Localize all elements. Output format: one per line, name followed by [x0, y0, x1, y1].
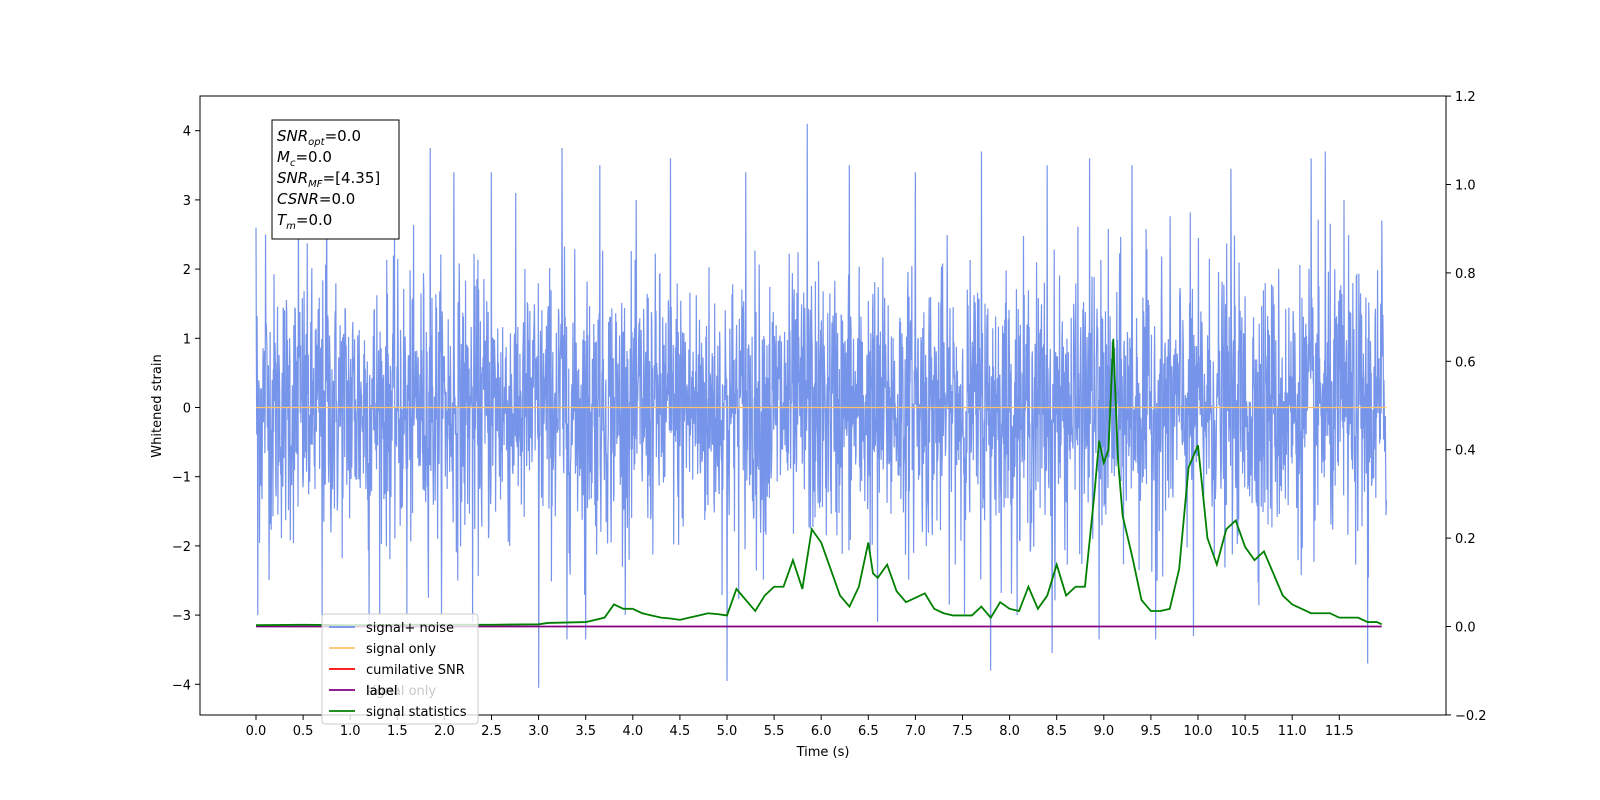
- signal-plus-noise-series: [255, 123, 1387, 688]
- x-tick-label: 10.0: [1184, 724, 1213, 739]
- x-tick-label: 5.0: [717, 724, 738, 739]
- y-axis-label: Whitened strain: [150, 354, 165, 457]
- y-tick-label: 4: [183, 125, 191, 140]
- info-box-line: SNRopt=0.0: [277, 127, 361, 148]
- y2-tick-label: 0.4: [1455, 444, 1476, 459]
- x-tick-label: 6.5: [858, 724, 879, 739]
- x-tick-label: 9.5: [1141, 724, 1162, 739]
- x-tick-label: 7.5: [952, 724, 973, 739]
- info-box-frame: [271, 119, 400, 240]
- y2-tick-label: 0.8: [1455, 267, 1476, 282]
- y-tick-label: −4: [172, 678, 191, 693]
- x-tick-label: 0.5: [293, 724, 314, 739]
- x-tick-label: 2.0: [434, 724, 455, 739]
- legend-label: signal only: [366, 642, 436, 657]
- legend-label: label: [366, 684, 397, 699]
- info-box-line: SNRMF=[4.35]: [277, 169, 380, 190]
- y2-tick-label: −0.2: [1455, 709, 1487, 724]
- y2-tick-label: 0.6: [1455, 355, 1476, 370]
- y-tick-label: 3: [183, 194, 191, 209]
- info-box-line: Mc=0.0: [277, 148, 332, 169]
- legend-label: signal+ noise: [366, 621, 454, 636]
- x-tick-label: 9.0: [1093, 724, 1114, 739]
- legend-ghost-label: signal only: [366, 684, 436, 699]
- x-tick-label: 1.0: [340, 724, 361, 739]
- legend-frame: [321, 613, 479, 725]
- plot-frame: [199, 95, 1447, 716]
- legend: signal+ noise signal only cumilative SNR la…: [321, 613, 479, 725]
- info-box-line: Tm=0.0: [277, 211, 332, 232]
- y-tick-label: 0: [183, 402, 191, 417]
- x-tick-label: 3.5: [575, 724, 596, 739]
- x-tick-label: 0.0: [246, 724, 267, 739]
- x-axis-ticks: 0.0 0.5 1.0 1.5 2.0 2.5 3.0 3.5 4.0 4.5 5.0 5.5 6.0 6…: [246, 715, 1354, 739]
- y2-tick-label: 0.0: [1455, 621, 1476, 636]
- x-tick-label: 10.5: [1231, 724, 1260, 739]
- y-tick-label: 1: [183, 332, 191, 347]
- signal-statistics-series: [255, 339, 1383, 627]
- x-tick-label: 3.0: [528, 724, 549, 739]
- x-tick-label: 11.0: [1278, 724, 1307, 739]
- y2-axis-ticks: −0.2 0.0 0.2 0.4 0.6 0.8 1.0 1.2: [1446, 90, 1487, 724]
- legend-label: signal statistics: [366, 705, 467, 720]
- x-tick-label: 1.5: [387, 724, 408, 739]
- x-axis-label: Time (s): [796, 745, 850, 760]
- legend-label-overlay: label: [366, 684, 397, 699]
- y-tick-label: −3: [172, 609, 191, 624]
- y-tick-label: −1: [172, 471, 191, 486]
- y-tick-label: −2: [172, 540, 191, 555]
- x-tick-label: 6.0: [811, 724, 832, 739]
- x-tick-label: 8.0: [999, 724, 1020, 739]
- legend-label: cumilative SNR: [366, 663, 465, 678]
- x-tick-label: 11.5: [1325, 724, 1354, 739]
- info-box-line: CSNR=0.0: [277, 190, 355, 208]
- signal-statistics-line: [255, 339, 1383, 627]
- x-tick-label: 5.5: [764, 724, 785, 739]
- x-tick-label: 7.0: [905, 724, 926, 739]
- y2-tick-label: 0.2: [1455, 532, 1476, 547]
- y2-tick-label: 1.0: [1455, 179, 1476, 194]
- signal-plus-noise-line: [255, 123, 1387, 688]
- y-axis-ticks: −4 −3 −2 −1 0 1 2 3 4: [172, 125, 200, 693]
- x-tick-label: 4.0: [622, 724, 643, 739]
- x-tick-label: 8.5: [1046, 724, 1067, 739]
- y2-tick-label: 1.2: [1455, 90, 1476, 105]
- x-tick-label: 4.5: [670, 724, 691, 739]
- y-tick-label: 2: [183, 263, 191, 278]
- x-tick-label: 2.5: [481, 724, 502, 739]
